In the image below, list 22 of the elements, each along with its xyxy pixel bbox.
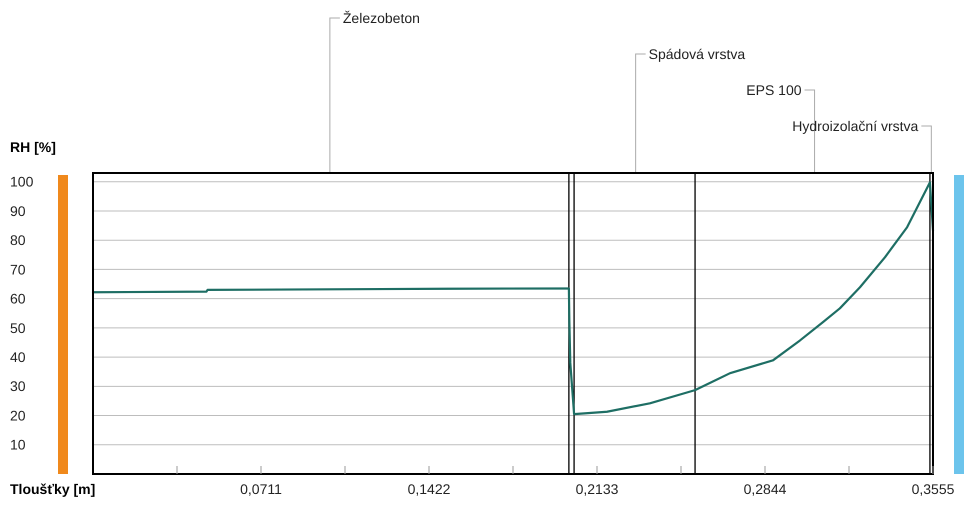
y-tick-label: 70 (10, 261, 26, 278)
text: Hydroizolační vrstva (792, 118, 919, 134)
text: Železobeton (342, 10, 420, 26)
x-axis-title: Tloušťky [m] (10, 481, 96, 497)
x-tick-label: 0,3555 (912, 481, 955, 497)
y-tick-label: 40 (10, 349, 26, 366)
y-tick-label: 30 (10, 378, 26, 394)
x-tick-label: 0,2133 (576, 481, 619, 497)
y-axis-title: RH [%] (10, 139, 56, 155)
y-tick-label: 100 (10, 174, 34, 190)
text: EPS 100 (746, 82, 802, 98)
y-tick-label: 60 (10, 290, 26, 307)
x-tick-label: 0,1422 (408, 481, 451, 497)
text: Spádová vrstva (648, 46, 746, 62)
y-tick-label: 20 (10, 407, 26, 424)
x-tick-label: 0,2844 (744, 481, 787, 497)
y-tick-label: 10 (10, 436, 26, 453)
x-tick-label: 0,0711 (240, 481, 282, 497)
y-tick-label: 80 (10, 232, 26, 248)
y-tick-label: 90 (10, 202, 26, 219)
line-series (92, 181, 934, 416)
y-tick-label: 50 (10, 320, 26, 336)
